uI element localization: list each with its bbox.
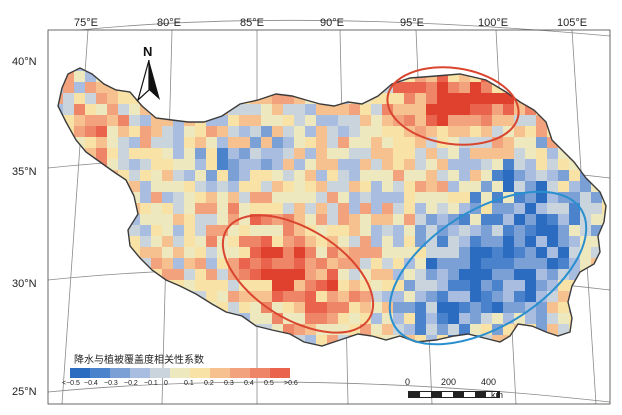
scale-tick-0: 0 (405, 377, 411, 387)
legend-tick-label: 0.3 (224, 380, 234, 387)
scale-bar: 0 200 400 km (405, 377, 505, 401)
legend-tick-label: −0.1 (144, 380, 158, 387)
lon-label-90: 90°E (320, 17, 344, 29)
legend-swatch (130, 368, 150, 378)
lat-label-25: 25°N (12, 386, 37, 398)
legend-swatch (150, 368, 170, 378)
scale-tick-400: 400 (481, 377, 497, 387)
legend-tick-label: −0.3 (104, 380, 118, 387)
legend-colorbar (70, 368, 290, 378)
legend-swatch (90, 368, 110, 378)
lat-label-30: 30°N (12, 278, 37, 290)
lon-label-100: 100°E (478, 17, 509, 29)
lon-label-95: 95°E (400, 17, 424, 29)
north-label: N (143, 44, 153, 59)
southcentral-positive-ellipse (221, 214, 375, 334)
legend-ticks: <−0.5 −0.4 −0.3 −0.2 −0.1 0 0.1 0.2 0.3 0.4 0.5 >0.… (62, 380, 372, 392)
legend-tick-label: 0.4 (244, 380, 254, 387)
qaidam-positive-ellipse (386, 66, 520, 146)
legend-title: 降水与植被覆盖度相关性系数 (74, 355, 204, 366)
legend-swatch (270, 368, 290, 378)
legend-tick-label: 0 (164, 380, 168, 387)
legend-tick-label: −0.4 (84, 380, 98, 387)
legend-tick-label: 0.5 (264, 380, 274, 387)
north-arrow-icon (136, 60, 160, 102)
legend-swatch (250, 368, 270, 378)
legend-swatch (110, 368, 130, 378)
legend-tick-label: >0.6 (284, 380, 298, 387)
legend-swatch (190, 368, 210, 378)
legend-swatch (70, 368, 90, 378)
legend-tick-label: 0.2 (204, 380, 214, 387)
legend-swatch (230, 368, 250, 378)
lat-label-35: 35°N (12, 166, 37, 178)
lon-label-85: 85°E (240, 17, 264, 29)
legend-tick-label: 0.1 (184, 380, 194, 387)
lon-label-80: 80°E (157, 17, 181, 29)
scale-unit: km (491, 390, 503, 400)
legend-tick-label: <−0.5 (62, 380, 80, 387)
lon-label-105: 105°E (557, 17, 588, 29)
scale-tick-200: 200 (441, 377, 457, 387)
lat-label-40: 40°N (12, 56, 37, 68)
legend-swatch (210, 368, 230, 378)
lon-label-75: 75°E (74, 17, 98, 29)
legend-tick-label: −0.2 (124, 380, 138, 387)
scale-bar-graphic (408, 391, 500, 398)
north-arrow: N (134, 44, 164, 104)
southeast-negative-ellipse (388, 190, 588, 346)
legend-swatch (170, 368, 190, 378)
